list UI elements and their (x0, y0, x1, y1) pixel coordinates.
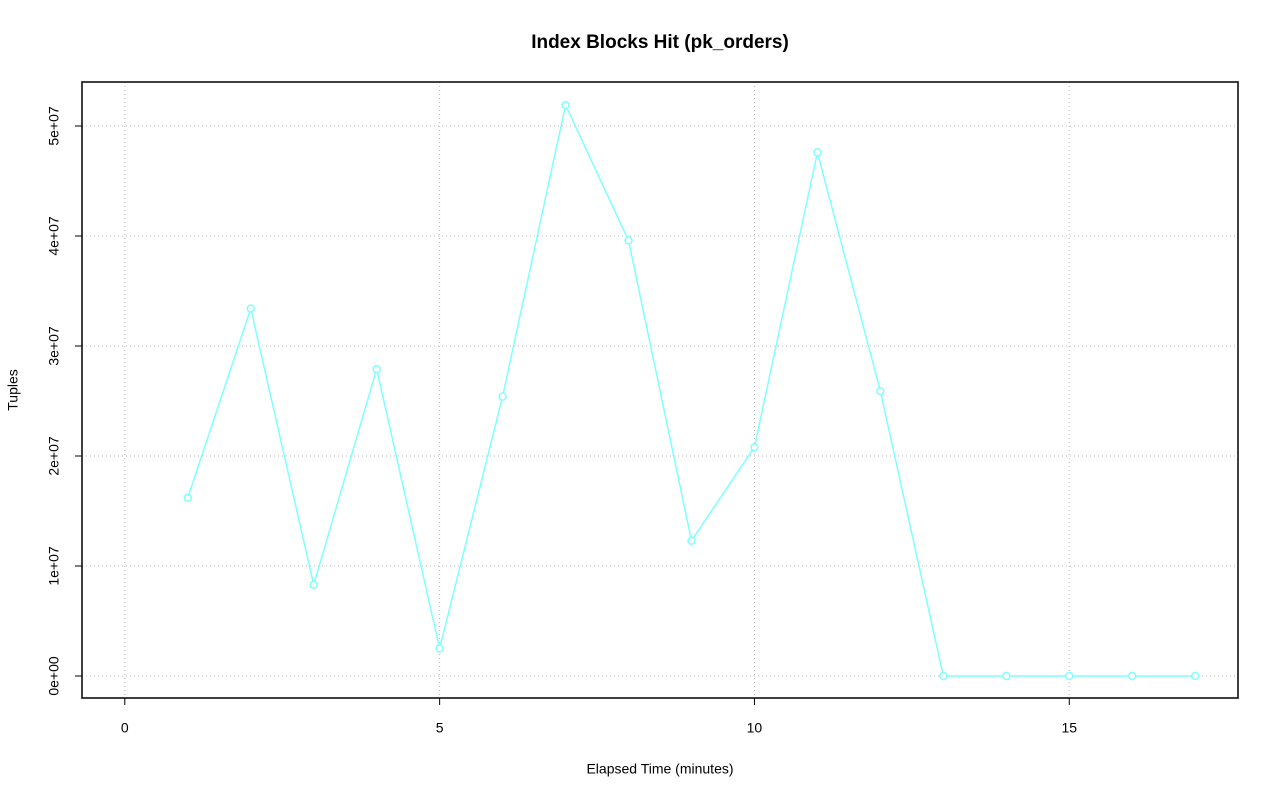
data-point (876, 386, 885, 396)
data-point (183, 493, 193, 503)
x-tick-label: 5 (436, 720, 444, 736)
data-point (246, 304, 255, 313)
data-point (1127, 671, 1137, 681)
data-point (813, 148, 822, 157)
y-tick-label: 4e+07 (46, 216, 62, 256)
data-point (309, 580, 318, 589)
data-point (1065, 671, 1074, 681)
y-tick-label: 1e+07 (46, 546, 62, 586)
data-point (750, 442, 759, 452)
data-point (372, 364, 381, 374)
x-tick-label: 0 (121, 720, 129, 736)
x-tick-label: 10 (747, 720, 763, 736)
y-tick-label: 3e+07 (46, 326, 62, 366)
chart-title: Index Blocks Hit (pk_orders) (531, 32, 789, 53)
data-point (687, 536, 696, 545)
series-line (187, 102, 1196, 677)
x-tick-label: 15 (1061, 720, 1077, 736)
data-point (1190, 671, 1200, 681)
y-axis-label: Tuples (5, 369, 21, 411)
data-point (939, 671, 948, 681)
data-point (561, 100, 570, 110)
y-tick-label: 2e+07 (46, 436, 62, 476)
y-tick-label: 0e+00 (46, 656, 62, 696)
y-tick-label: 5e+07 (46, 106, 62, 146)
data-point (1002, 671, 1011, 681)
x-axis-label: Elapsed Time (minutes) (586, 761, 733, 777)
data-point (435, 644, 444, 653)
data-point (498, 392, 507, 401)
data-point (624, 236, 633, 245)
plot-frame (81, 81, 1239, 699)
